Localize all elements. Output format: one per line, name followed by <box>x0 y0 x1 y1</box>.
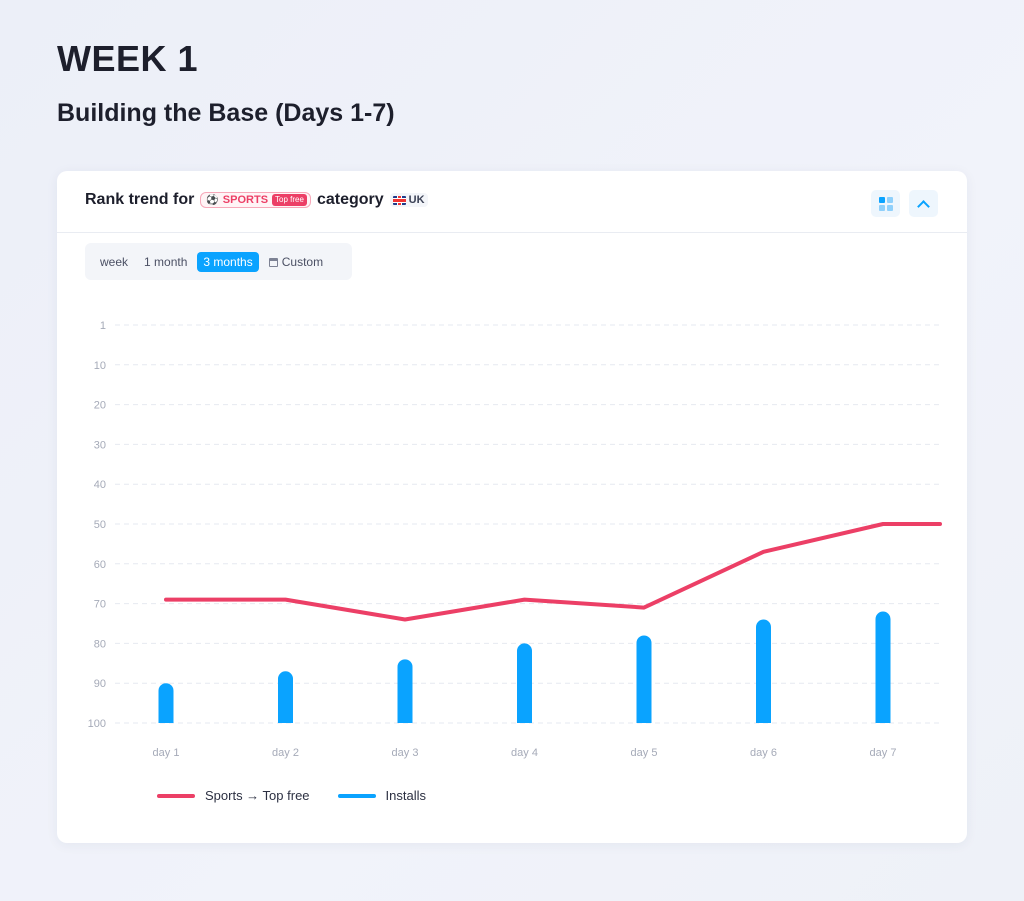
x-axis-ticks: day 1 day 2 day 3 day 4 day 5 day 6 day 7 <box>153 747 897 759</box>
y-tick-label: 30 <box>94 439 106 451</box>
x-tick-label: day 3 <box>392 747 419 759</box>
range-option-3-months[interactable]: 3 months <box>197 251 259 272</box>
x-tick-label: day 6 <box>750 747 777 759</box>
installs-bar[interactable] <box>636 635 652 723</box>
grid-lines <box>115 324 940 724</box>
x-tick-label: day 7 <box>870 747 897 759</box>
chart-legend: Sports → Top free Installs <box>157 788 426 803</box>
y-tick-label: 10 <box>94 360 106 372</box>
legend-swatch-installs <box>337 793 376 798</box>
range-option-1-month[interactable]: 1 month <box>144 254 188 269</box>
legend-label-installs: Installs <box>385 788 427 803</box>
grid-view-icon <box>878 196 893 211</box>
rank-line[interactable] <box>164 522 942 622</box>
y-tick-label: 60 <box>94 559 106 571</box>
legend-item-rank[interactable]: Sports → Top free <box>157 788 310 803</box>
x-tick-label: day 4 <box>511 747 538 759</box>
legend-swatch-rank <box>157 793 195 798</box>
card-title: Rank trend for ⚽ SPORTS Top free categor… <box>85 191 428 209</box>
country-badge[interactable]: UK <box>389 193 428 207</box>
installs-bar[interactable] <box>756 619 771 723</box>
installs-bar[interactable] <box>158 683 174 723</box>
installs-bars <box>158 611 891 723</box>
range-option-week[interactable]: week <box>100 254 129 269</box>
legend-item-installs[interactable]: Installs <box>337 788 427 803</box>
sports-icon: ⚽ <box>206 194 219 206</box>
installs-bar[interactable] <box>517 643 532 723</box>
calendar-icon <box>268 257 278 267</box>
y-tick-label: 20 <box>94 400 106 412</box>
x-tick-label: day 5 <box>631 747 658 759</box>
y-tick-label: 80 <box>94 638 106 650</box>
collapse-button[interactable] <box>909 190 938 217</box>
range-selector: week 1 month 3 months Custom <box>85 243 352 280</box>
y-tick-label: 90 <box>94 678 106 690</box>
range-option-custom[interactable]: Custom <box>263 252 329 272</box>
x-tick-label: day 1 <box>153 747 180 759</box>
category-name: SPORTS <box>222 194 269 206</box>
title-suffix: category <box>316 191 384 208</box>
y-tick-label: 100 <box>88 718 106 730</box>
legend-label-rank: Sports → Top free <box>205 788 310 803</box>
y-tick-label: 40 <box>94 479 106 491</box>
y-tick-label: 1 <box>100 320 106 332</box>
custom-label: Custom <box>281 254 324 269</box>
installs-bar[interactable] <box>875 611 891 723</box>
installs-bar[interactable] <box>278 671 293 723</box>
uk-flag-icon <box>392 195 406 205</box>
chart-type-badge: Top free <box>272 194 307 206</box>
x-tick-label: day 2 <box>272 747 299 759</box>
y-tick-label: 70 <box>94 599 106 611</box>
page-title: WEEK 1 <box>57 38 199 79</box>
grid-view-button[interactable] <box>871 190 900 217</box>
country-code: UK <box>408 194 425 206</box>
page-subtitle: Building the Base (Days 1-7) <box>57 99 395 127</box>
category-badge[interactable]: ⚽ SPORTS Top free <box>200 192 311 208</box>
rank-trend-card: Rank trend for ⚽ SPORTS Top free categor… <box>57 171 967 843</box>
installs-bar[interactable] <box>397 659 413 723</box>
title-prefix: Rank trend for <box>85 191 195 208</box>
y-axis-ticks: 1 10 20 30 40 50 60 70 80 90 100 <box>88 320 106 730</box>
y-tick-label: 50 <box>94 519 106 531</box>
card-header: Rank trend for ⚽ SPORTS Top free categor… <box>57 171 967 233</box>
